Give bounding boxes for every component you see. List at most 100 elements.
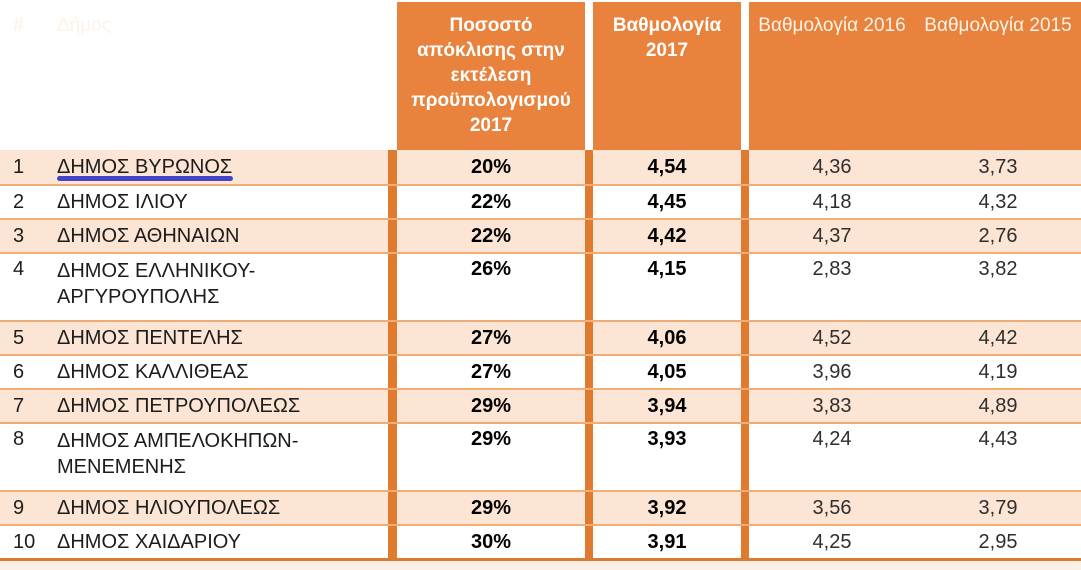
- rank-cell: 1: [13, 155, 25, 178]
- table-row: 3 ΔΗΜΟΣ ΑΘΗΝΑΙΩΝ 22% 4,42 4,37 2,76: [0, 218, 1081, 252]
- score-2017-cell: 3,92: [593, 492, 741, 524]
- header-column-gap: [585, 2, 593, 150]
- municipality-cell: ΔΗΜΟΣ ΑΜΠΕΛΟΚΗΠΩΝ-ΜΕΝΕΜΕΝΗΣ: [57, 430, 299, 478]
- municipality-cell: ΔΗΜΟΣ ΠΕΤΡΟΥΠΟΛΕΩΣ: [57, 395, 301, 417]
- column-divider: [585, 150, 593, 184]
- column-divider: [388, 150, 397, 184]
- header-score-2015: Βαθμολογία 2015: [924, 15, 1072, 36]
- score-2015-cell: 4,42: [915, 322, 1081, 354]
- column-divider: [585, 492, 593, 524]
- column-divider: [741, 492, 749, 524]
- table-header-row: # Δήμος Ποσοστό απόκλισης στην εκτέλεση …: [0, 2, 1081, 150]
- municipality-cell: ΔΗΜΟΣ ΚΑΛΛΙΘΕΑΣ: [57, 361, 249, 383]
- header-score-2017: Βαθμολογία 2017: [593, 2, 741, 150]
- column-divider: [585, 390, 593, 422]
- column-divider: [741, 424, 749, 490]
- column-divider: [741, 186, 749, 218]
- table-row: 8 ΔΗΜΟΣ ΑΜΠΕΛΟΚΗΠΩΝ-ΜΕΝΕΜΕΝΗΣ 29% 3,93 4…: [0, 422, 1081, 490]
- column-divider: [741, 220, 749, 252]
- score-2017-cell: 3,93: [593, 424, 741, 490]
- score-2017-cell: 4,15: [593, 254, 741, 320]
- table-row: 10 ΔΗΜΟΣ ΧΑΙΔΑΡΙΟΥ 30% 3,91 4,25 2,95: [0, 524, 1081, 558]
- score-2015-cell: 3,73: [915, 150, 1081, 184]
- table-row: 1 ΔΗΜΟΣ ΒΥΡΩΝΟΣ 20% 4,54 4,36 3,73: [0, 150, 1081, 184]
- column-divider: [585, 424, 593, 490]
- score-2016-cell: 4,18: [749, 186, 915, 218]
- score-2016-cell: 4,52: [749, 322, 915, 354]
- score-2016-cell: 2,83: [749, 254, 915, 320]
- score-2015-cell: 4,89: [915, 390, 1081, 422]
- score-2016-cell: 3,56: [749, 492, 915, 524]
- score-2016-cell: 4,37: [749, 220, 915, 252]
- deviation-cell: 29%: [397, 424, 585, 490]
- deviation-cell: 30%: [397, 526, 585, 558]
- deviation-cell: 20%: [397, 150, 585, 184]
- score-2015-cell: 4,32: [915, 186, 1081, 218]
- column-divider: [388, 356, 397, 388]
- table-bottom-border: [0, 558, 1081, 561]
- score-2015-cell: 4,43: [915, 424, 1081, 490]
- column-divider: [388, 390, 397, 422]
- deviation-cell: 27%: [397, 356, 585, 388]
- blue-underline-annotation: [57, 176, 233, 181]
- header-deviation: Ποσοστό απόκλισης στην εκτέλεση προϋπολο…: [397, 2, 585, 150]
- rank-cell: 10: [13, 530, 36, 553]
- table-row: 9 ΔΗΜΟΣ ΗΛΙΟΥΠΟΛΕΩΣ 29% 3,92 3,56 3,79: [0, 490, 1081, 524]
- score-2017-cell: 4,54: [593, 150, 741, 184]
- score-2017-cell: 3,91: [593, 526, 741, 558]
- score-2015-cell: 2,76: [915, 220, 1081, 252]
- rank-cell: 9: [13, 496, 25, 519]
- table-row: 4 ΔΗΜΟΣ ΕΛΛΗΝΙΚΟΥ-ΑΡΓΥΡΟΥΠΟΛΗΣ 26% 4,15 …: [0, 252, 1081, 320]
- deviation-cell: 29%: [397, 492, 585, 524]
- table-row: 6 ΔΗΜΟΣ ΚΑΛΛΙΘΕΑΣ 27% 4,05 3,96 4,19: [0, 354, 1081, 388]
- municipality-cell: ΔΗΜΟΣ ΧΑΙΔΑΡΙΟΥ: [57, 531, 242, 553]
- municipality-cell: ΔΗΜΟΣ ΠΕΝΤΕΛΗΣ: [57, 327, 243, 349]
- rank-cell: 7: [13, 394, 25, 417]
- rank-cell: 6: [13, 360, 25, 383]
- column-divider: [388, 186, 397, 218]
- column-divider: [741, 150, 749, 184]
- rank-cell: 5: [13, 326, 25, 349]
- municipality-cell: ΔΗΜΟΣ ΒΥΡΩΝΟΣ: [44, 154, 388, 181]
- municipality-cell: ΔΗΜΟΣ ΕΛΛΗΝΙΚΟΥ-ΑΡΓΥΡΟΥΠΟΛΗΣ: [57, 260, 256, 308]
- score-2016-cell: 4,24: [749, 424, 915, 490]
- score-2015-cell: 4,19: [915, 356, 1081, 388]
- header-column-gap: [741, 2, 749, 150]
- column-divider: [388, 220, 397, 252]
- score-2016-cell: 3,96: [749, 356, 915, 388]
- rank-cell: 4: [13, 258, 25, 280]
- column-divider: [741, 254, 749, 320]
- rank-cell: 8: [13, 428, 25, 450]
- score-2017-cell: 4,05: [593, 356, 741, 388]
- column-divider: [741, 356, 749, 388]
- municipality-cell: ΔΗΜΟΣ ΗΛΙΟΥΠΟΛΕΩΣ: [57, 497, 281, 519]
- column-divider: [585, 322, 593, 354]
- score-2016-cell: 4,25: [749, 526, 915, 558]
- score-2017-cell: 3,94: [593, 390, 741, 422]
- deviation-cell: 26%: [397, 254, 585, 320]
- score-2016-cell: 4,36: [749, 150, 915, 184]
- rank-cell: 3: [13, 224, 25, 247]
- rank-cell: 2: [13, 190, 25, 213]
- score-2015-cell: 2,95: [915, 526, 1081, 558]
- bottom-margin-strip: [0, 561, 1081, 570]
- municipality-cell: ΔΗΜΟΣ ΙΛΙΟΥ: [57, 191, 188, 213]
- header-column-gap: [388, 2, 397, 150]
- deviation-cell: 27%: [397, 322, 585, 354]
- score-2017-cell: 4,45: [593, 186, 741, 218]
- deviation-cell: 22%: [397, 186, 585, 218]
- column-divider: [585, 526, 593, 558]
- column-divider: [741, 526, 749, 558]
- table-row: 5 ΔΗΜΟΣ ΠΕΝΤΕΛΗΣ 27% 4,06 4,52 4,42: [0, 320, 1081, 354]
- score-2017-cell: 4,42: [593, 220, 741, 252]
- column-divider: [388, 424, 397, 490]
- header-rank-municipality: # Δήμος: [0, 2, 388, 150]
- municipality-cell: ΔΗΜΟΣ ΑΘΗΝΑΙΩΝ: [57, 225, 240, 247]
- score-2016-cell: 3,83: [749, 390, 915, 422]
- column-divider: [585, 220, 593, 252]
- score-2015-cell: 3,79: [915, 492, 1081, 524]
- column-divider: [741, 390, 749, 422]
- header-municipality: Δήμος: [57, 15, 111, 36]
- deviation-cell: 29%: [397, 390, 585, 422]
